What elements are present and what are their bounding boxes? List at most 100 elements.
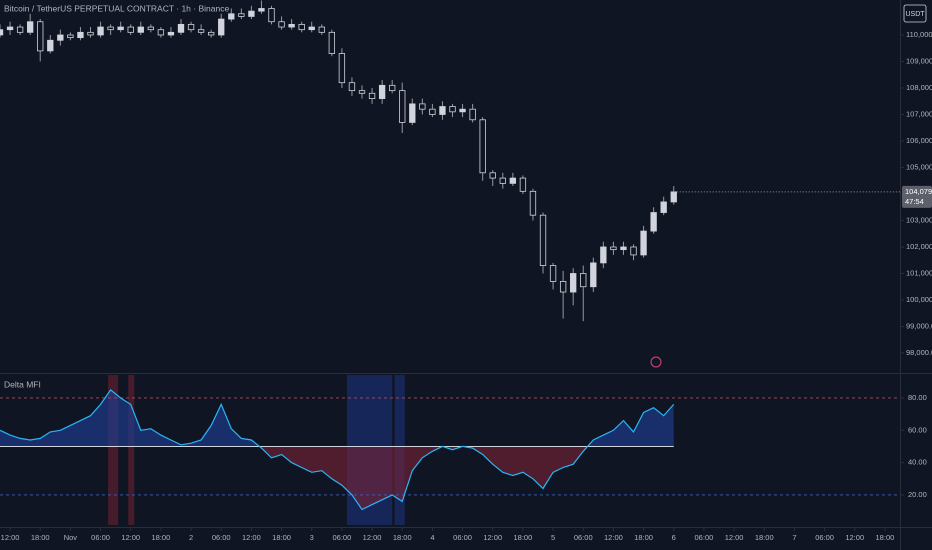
candle-body: [16, 26, 24, 33]
last-price-box: [902, 185, 932, 208]
candle-body: [529, 190, 537, 216]
candle-body: [0, 29, 4, 36]
candle-body: [37, 21, 44, 52]
candle-body: [258, 8, 265, 12]
candle-body: [600, 246, 607, 264]
candle-body: [389, 84, 396, 92]
x-tick-label: 06:00: [212, 533, 231, 542]
candle-body: [208, 31, 215, 36]
x-tick-label: 7: [792, 533, 796, 542]
candle-body: [378, 84, 386, 99]
y-tick-label: 106,000.0: [906, 136, 932, 145]
indicator-title: Delta MFI: [4, 379, 41, 389]
y-tick-label: 100,000.0: [906, 295, 932, 304]
x-tick-label: 18:00: [876, 533, 895, 542]
candle-body: [469, 108, 476, 121]
y-tick-label: 101,000.0: [906, 268, 932, 277]
x-tick-label: 06:00: [574, 533, 593, 542]
x-tick-label: 12:00: [604, 533, 623, 542]
y-tick-label: 80.00: [908, 393, 927, 402]
candle-body: [107, 26, 114, 31]
candle-body: [580, 273, 587, 288]
x-tick-label: 18:00: [31, 533, 50, 542]
x-tick-label: 06:00: [695, 533, 714, 542]
fill-above: [0, 389, 674, 447]
x-tick-label: 12:00: [483, 533, 502, 542]
candle-body: [630, 246, 637, 256]
y-tick-label: 110,000.0: [906, 30, 932, 39]
x-tick-label: 18:00: [393, 533, 412, 542]
x-tick-label: 12:00: [725, 533, 744, 542]
x-tick-label: 18:00: [755, 533, 774, 542]
candle-body: [157, 29, 165, 36]
chart-title: Bitcoin / TetherUS PERPETUAL CONTRACT · …: [4, 3, 229, 13]
candle-body: [459, 108, 466, 113]
signal-zone: [108, 375, 119, 525]
x-tick-label: 4: [430, 533, 434, 542]
candle-body: [167, 31, 175, 36]
candle-body: [549, 265, 557, 282]
candle-body: [479, 119, 486, 174]
candle-body: [308, 26, 315, 31]
candle-body: [27, 21, 34, 33]
candle-body: [419, 103, 426, 110]
candle-body: [278, 21, 285, 28]
candle-body: [499, 177, 506, 184]
y-tick-label: 103,000.0: [906, 215, 932, 224]
y-tick-label: 105,000.0: [906, 162, 932, 171]
candle-body: [47, 39, 54, 52]
x-tick-label: 3: [310, 533, 314, 542]
event-icon[interactable]: [650, 356, 662, 368]
candle-body: [127, 26, 134, 33]
candle-body: [660, 201, 667, 213]
candle-body: [368, 92, 376, 99]
candle-body: [559, 281, 567, 293]
x-tick-label: 18:00: [152, 533, 171, 542]
candle-body: [218, 18, 225, 36]
candle-body: [429, 108, 436, 115]
x-tick-label: 2: [189, 533, 193, 542]
candle-body: [147, 26, 155, 31]
candle-body: [288, 23, 295, 28]
candle-body: [187, 23, 195, 31]
candle-body: [610, 246, 617, 251]
x-tick-label: 06:00: [453, 533, 472, 542]
last-price-label: 104,079.0: [905, 187, 932, 196]
x-tick-label: 18:00: [272, 533, 291, 542]
candle-body: [248, 10, 255, 17]
candle-body: [268, 8, 275, 23]
candle-body: [519, 177, 527, 192]
x-tick-label: 06:00: [333, 533, 352, 542]
y-tick-label: 108,000.0: [906, 83, 932, 92]
candle-body: [449, 106, 456, 113]
y-tick-label: 20.00: [908, 490, 927, 499]
x-tick-label: 12:00: [121, 533, 140, 542]
candle-body: [348, 82, 356, 92]
candle-body: [137, 26, 144, 33]
candle-body: [409, 103, 416, 123]
currency-label[interactable]: USDT: [905, 11, 925, 18]
candle-body: [439, 106, 446, 115]
candle-body: [489, 172, 496, 179]
signal-zone: [128, 375, 135, 525]
currency-button[interactable]: [903, 4, 927, 23]
x-tick-label: 6: [672, 533, 676, 542]
y-tick-label: 99,000.0: [906, 321, 932, 330]
candle-body: [620, 246, 627, 251]
x-tick-label: 06:00: [91, 533, 110, 542]
y-tick-label: 40.00: [908, 458, 927, 467]
candle-body: [318, 26, 325, 33]
countdown-label: 47:54: [905, 197, 924, 206]
candle-body: [640, 230, 647, 256]
candle-body: [670, 191, 677, 203]
candle-body: [87, 31, 94, 36]
x-tick-label: 06:00: [815, 533, 834, 542]
candle-body: [358, 90, 366, 94]
candle-body: [228, 13, 235, 20]
x-tick-label: Nov: [64, 533, 78, 542]
candle-body: [509, 177, 517, 184]
x-tick-label: 12:00: [242, 533, 261, 542]
candle-body: [338, 53, 346, 84]
